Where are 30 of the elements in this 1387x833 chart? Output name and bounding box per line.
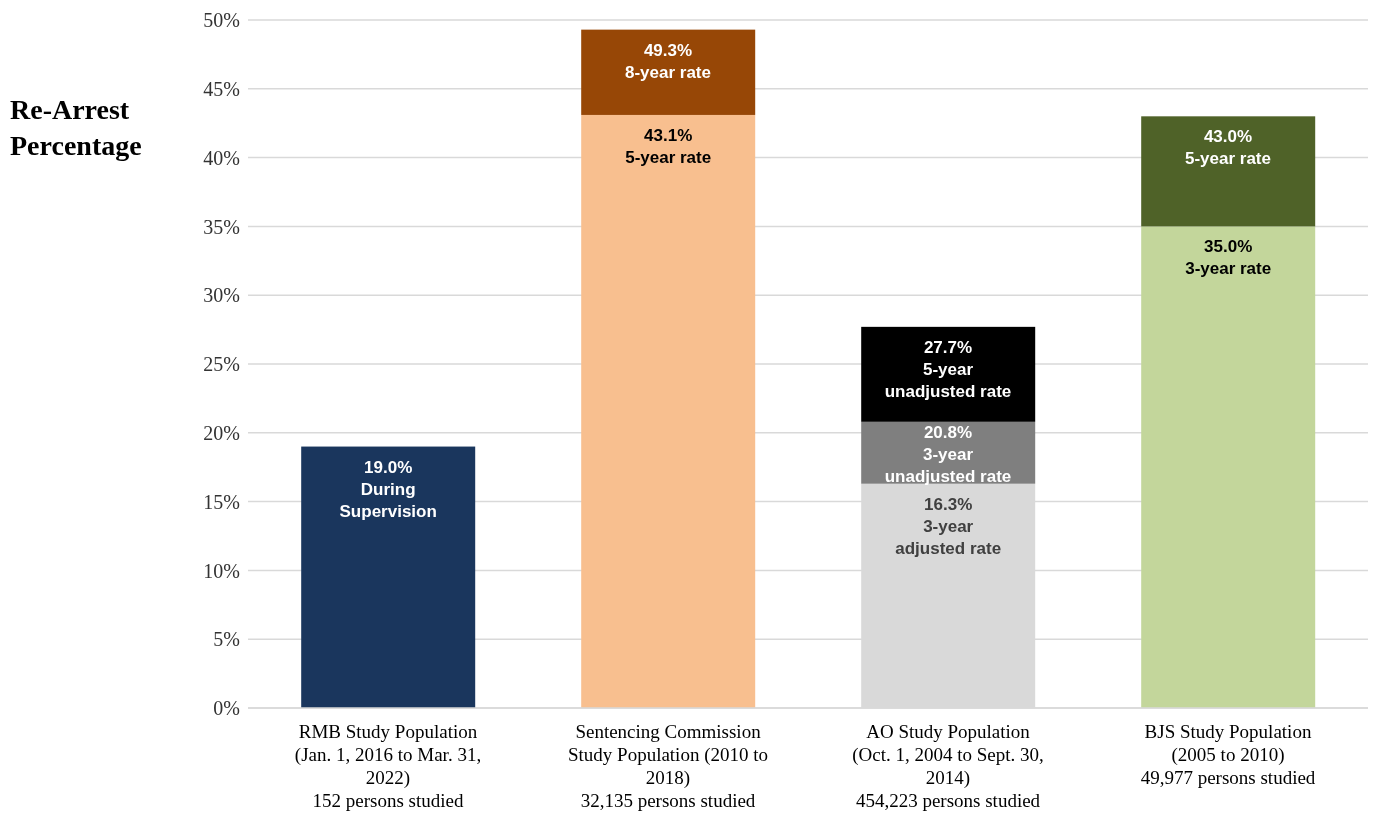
y-tick-label: 30%: [203, 284, 240, 307]
x-tick-label: Sentencing Commission Study Population (2010 to 2018) 32,135 persons studied: [567, 721, 769, 811]
y-tick-label: 5%: [213, 628, 240, 651]
bar: [581, 114, 756, 708]
x-tick-label: RMB Study Population (Jan. 1, 2016 to Mar. 31, 2022) 152 persons studied: [294, 721, 482, 811]
y-tick-label: 45%: [203, 77, 240, 100]
bar: [861, 326, 1036, 422]
x-tick-label: AO Study Population (Oct. 1, 2004 to Sept. 30, 2014) 454,223 persons studied: [852, 721, 1044, 811]
bar: [581, 29, 756, 115]
y-tick-label: 40%: [203, 146, 240, 169]
bar: [301, 446, 476, 708]
y-tick-label: 20%: [203, 421, 240, 444]
y-tick-label: 0%: [213, 697, 240, 720]
annotation: 43.0% 5-year rate: [1184, 127, 1272, 169]
annotation: 20.8% 3-year unadjusted rate: [884, 422, 1012, 486]
y-tick-label: 15%: [203, 490, 240, 513]
y-axis-title: Re-Arrest Percentage: [10, 93, 143, 163]
data-label: 16.3% 3-year adjusted rate: [895, 494, 1002, 558]
data-label: 43.1% 5-year rate: [625, 125, 712, 167]
y-tick-label: 10%: [203, 559, 240, 582]
y-tick-label: 50%: [203, 9, 240, 32]
data-label: 35.0% 3-year rate: [1185, 237, 1272, 279]
data-label: 19.0% During Supervision: [339, 457, 437, 521]
annotation: 49.3% 8-year rate: [624, 40, 712, 82]
y-tick-label: 35%: [203, 215, 240, 238]
y-tick-label: 25%: [203, 353, 240, 376]
annotation: 27.7% 5-year unadjusted rate: [884, 337, 1012, 401]
bar: [1141, 226, 1316, 708]
bar: [1141, 116, 1316, 227]
x-tick-label: BJS Study Population (2005 to 2010) 49,977 persons studied: [1140, 721, 1316, 788]
